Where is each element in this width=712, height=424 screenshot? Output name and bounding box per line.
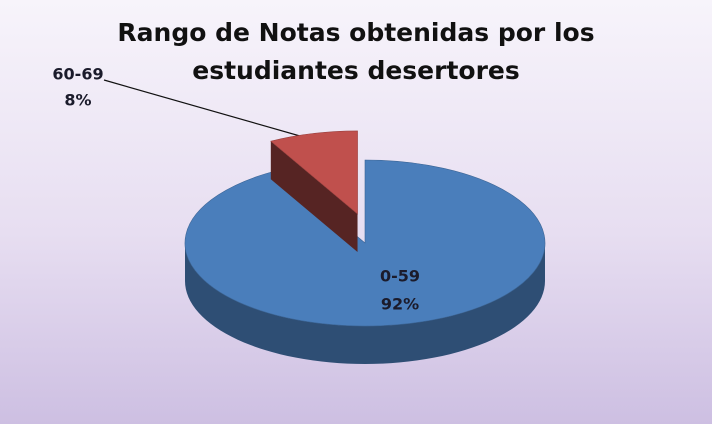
slice-side — [185, 243, 545, 364]
category-label: 60-69 — [52, 65, 103, 84]
slice-wall — [270, 141, 358, 252]
leader-line — [103, 79, 315, 141]
chart-title: Rango de Notas obtenidas por los estudia… — [117, 18, 595, 85]
category-label: 0-59 — [380, 267, 420, 286]
value-label: 8% — [64, 91, 91, 110]
slice — [184, 159, 546, 327]
slice — [270, 130, 358, 215]
value-label: 92% — [381, 295, 419, 314]
